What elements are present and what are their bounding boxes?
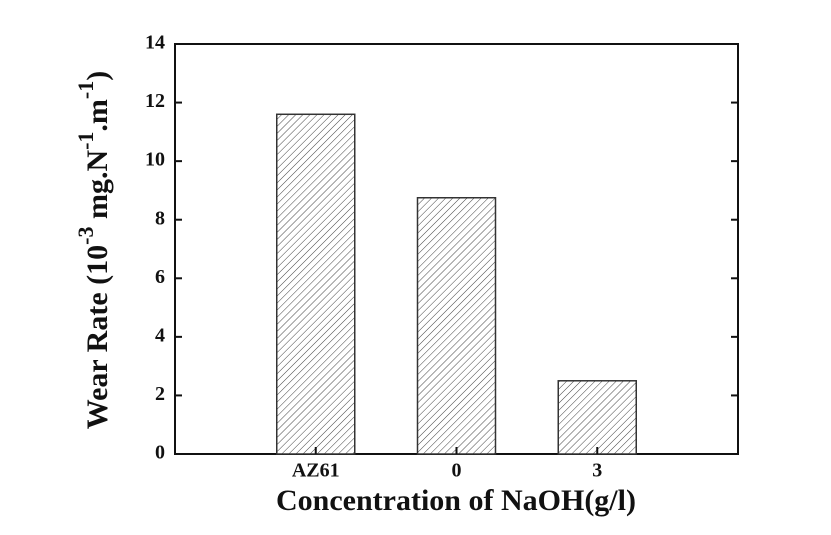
y-label-part: mg.N: [81, 150, 114, 227]
y-tick-label: 14: [145, 32, 165, 54]
x-tick-label: 3: [592, 460, 602, 482]
y-label-part: -3: [73, 227, 98, 245]
x-tick-label: 0: [452, 460, 462, 482]
y-tick-label: 4: [155, 324, 165, 346]
bar: [557, 380, 637, 455]
x-axis-label: Concentration of NaOH(g/l): [276, 484, 636, 517]
x-tick-label: AZ61: [292, 460, 340, 482]
y-label-part: Wear Rate (10: [81, 245, 114, 429]
y-axis-label: Wear Rate (10-3 mg.N-1.m-1): [73, 71, 114, 430]
y-tick-label: 6: [155, 266, 165, 288]
y-tick-label: 8: [155, 207, 165, 229]
y-tick-label: 2: [155, 383, 165, 405]
y-tick-label: 0: [155, 442, 165, 464]
y-label-part: .m: [81, 99, 114, 132]
bar: [276, 113, 356, 455]
y-tick-label: 10: [145, 149, 165, 171]
y-label-part: -1: [73, 132, 98, 150]
y-label-part: -1: [73, 81, 98, 99]
y-label-part: ): [81, 71, 114, 81]
y-tick-label: 12: [145, 90, 165, 112]
bar: [416, 197, 497, 455]
